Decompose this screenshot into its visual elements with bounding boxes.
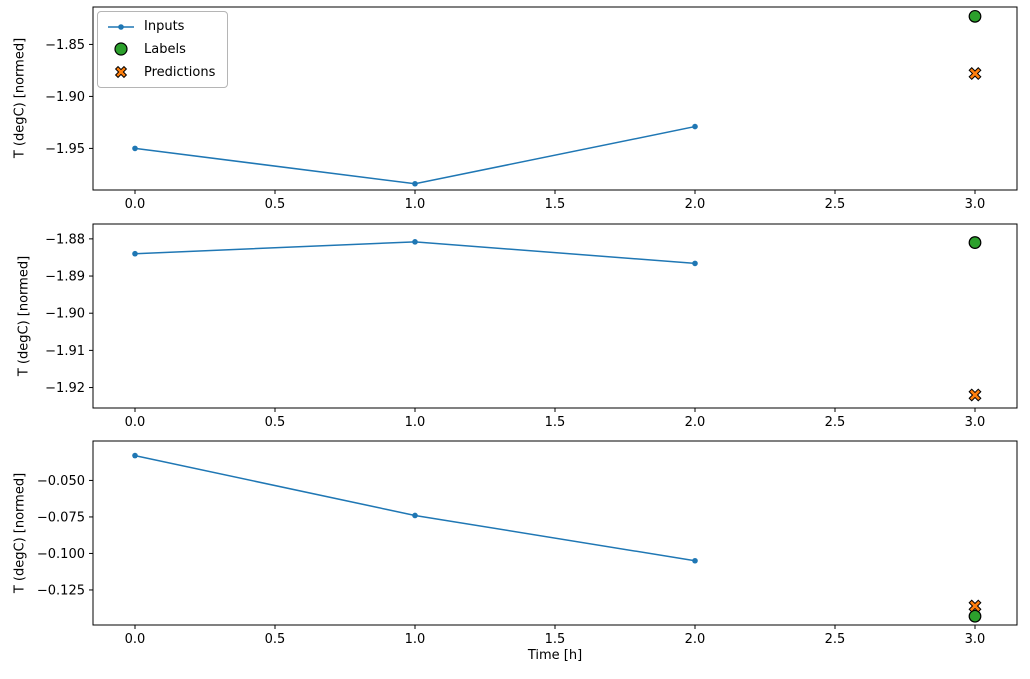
axes-border (92, 440, 1018, 626)
x-tick-label: 3.0 (965, 415, 986, 430)
y-tick-label: −0.125 (37, 583, 85, 598)
y-tick-label: −1.90 (45, 90, 85, 105)
x-tick-label: 0.0 (125, 632, 146, 647)
x-tick-label: 3.0 (965, 197, 986, 212)
x-axis-label: Time [h] (527, 648, 583, 663)
subplot-2: 0.0 0.5 1.0 1.5 2.0 2.5 3.0 −1.88 −1.89 −1.90 −1.9… (45, 223, 1018, 430)
axes-border (92, 6, 1018, 191)
y-tick-label: −1.91 (45, 344, 85, 359)
y-tick-label: −0.050 (37, 474, 85, 489)
x-tick-label: 0.5 (265, 197, 286, 212)
axes-border (92, 223, 1018, 409)
x-tick-label: 2.5 (825, 197, 846, 212)
series-inputs-point (692, 557, 698, 564)
x-tick-label: 0.0 (125, 415, 146, 430)
y-tick-label: −0.075 (37, 510, 85, 525)
series-inputs-point (412, 239, 418, 245)
series-inputs-line (134, 125, 696, 185)
x-tick-label: 2.5 (825, 415, 846, 430)
series-predictions-marker (968, 599, 982, 613)
series-inputs-point (412, 512, 418, 519)
y-axis-label-subplot-1: T (degC) [normed] (12, 37, 28, 159)
x-tick-label: 1.0 (405, 197, 426, 212)
x-tick-label: 1.5 (545, 197, 566, 212)
predictions-x-icon (114, 65, 128, 79)
legend-item-predictions: Predictions (106, 64, 215, 80)
y-tick-label: −1.89 (45, 270, 85, 285)
y-tick-label: −1.95 (45, 142, 85, 157)
y-tick-label: −1.90 (45, 307, 85, 322)
x-tick-label: 1.5 (545, 632, 566, 647)
y-tick-label: −0.100 (37, 547, 85, 562)
labels-circle-sample (114, 42, 128, 56)
x-tick-label: 0.5 (265, 415, 286, 430)
series-inputs-line (134, 454, 696, 562)
labels-circle-icon (114, 42, 128, 56)
series-inputs-point (412, 180, 418, 187)
y-tick-label: −1.92 (45, 381, 85, 396)
inputs-line-dot-icon (108, 23, 134, 30)
series-inputs-point (692, 123, 698, 130)
series-inputs-point (132, 452, 138, 459)
x-tick-label: 1.0 (405, 632, 426, 647)
series-labels-marker (968, 609, 982, 623)
legend-label-predictions: Predictions (144, 64, 216, 80)
x-tick-label: 1.0 (405, 415, 426, 430)
y-tick-label: −1.88 (45, 232, 85, 247)
legend: Inputs Labels Predictions (97, 11, 229, 88)
x-tick-label: 2.0 (685, 632, 706, 647)
y-tick-label: −1.85 (45, 38, 85, 53)
series-inputs-point (132, 250, 138, 257)
legend-label-labels: Labels (144, 41, 186, 57)
y-axis-label-subplot-3: T (degC) [normed] (12, 472, 28, 594)
subplot-3: 0.0 0.5 1.0 1.5 2.0 2.5 3.0 −0.050 −0.075 −0.100 −… (37, 440, 1018, 647)
series-labels-marker (968, 9, 982, 23)
subplot-1: 0.0 0.5 1.0 1.5 2.0 2.5 3.0 −1.85 −1.90 −1.95 (45, 6, 1018, 212)
series-labels-marker (968, 236, 982, 249)
x-tick-label: 2.0 (685, 197, 706, 212)
predictions-x-sample (114, 65, 128, 79)
y-axis-label-subplot-2: T (degC) [normed] (16, 255, 32, 377)
x-tick-label: 0.5 (265, 632, 286, 647)
legend-label-inputs: Inputs (144, 19, 185, 34)
series-inputs-line (134, 241, 696, 265)
x-tick-label: 3.0 (965, 632, 986, 647)
legend-item-inputs: Inputs (106, 19, 215, 34)
series-inputs-point (132, 145, 138, 152)
x-tick-label: 0.0 (125, 197, 146, 212)
x-tick-label: 2.0 (685, 415, 706, 430)
x-tick-label: 1.5 (545, 415, 566, 430)
x-tick-label: 2.5 (825, 632, 846, 647)
legend-item-labels: Labels (106, 41, 215, 57)
series-predictions-marker (968, 67, 982, 81)
inputs-dot-sample (118, 23, 124, 30)
series-inputs-point (692, 260, 698, 267)
series-predictions-marker (968, 388, 982, 402)
